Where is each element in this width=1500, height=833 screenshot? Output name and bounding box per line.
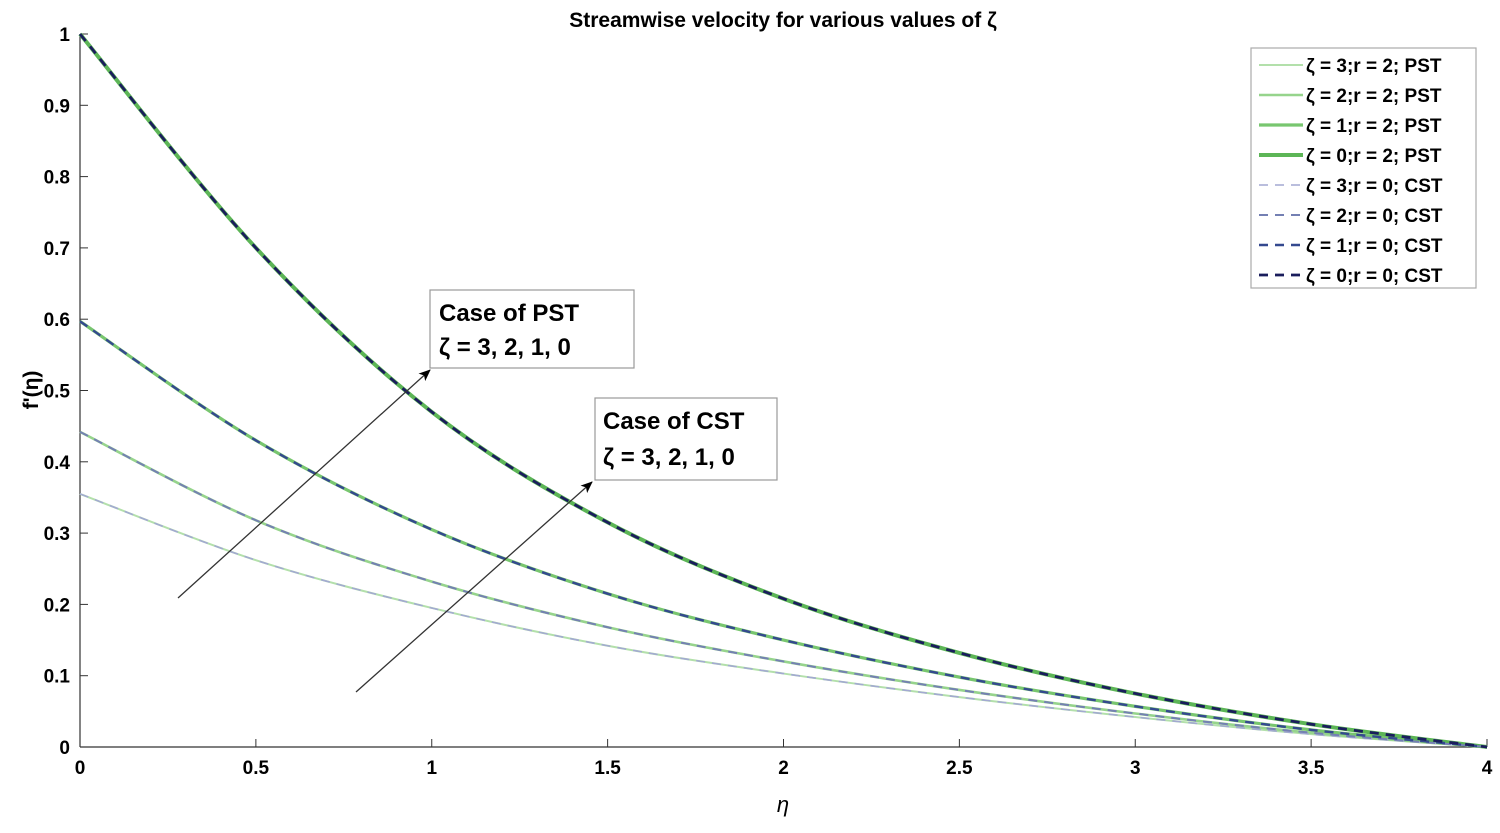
legend-label: ζ = 1;r = 2; PST [1306, 116, 1442, 137]
x-tick-label: 1 [426, 758, 437, 779]
cst-annotation-line1: Case of CST [603, 408, 745, 435]
y-tick-label: 0 [59, 738, 70, 759]
plot-lines [78, 32, 1488, 749]
legend-box [1250, 47, 1477, 289]
series-line-cst-3 [78, 33, 1488, 749]
cst-annotation-box [594, 397, 778, 481]
y-tick-label: 0.4 [44, 453, 71, 474]
series-line-cst-0 [79, 493, 1488, 748]
series-line-cst-1 [79, 430, 1488, 748]
legend-label: ζ = 3;r = 0; CST [1306, 176, 1443, 197]
y-tick-label: 0.1 [44, 667, 71, 688]
legend-label: ζ = 2;r = 2; PST [1306, 86, 1442, 107]
series-line-cst-2 [79, 320, 1488, 749]
y-tick-label: 0.6 [44, 310, 70, 331]
y-tick-label: 0.8 [44, 168, 70, 189]
x-tick-label: 1.5 [594, 758, 621, 779]
y-tick-label: 0.3 [44, 524, 70, 545]
cst-annotation-line2: ζ = 3, 2, 1, 0 [603, 444, 735, 471]
y-tick-label: 1 [59, 25, 70, 46]
axes: 0 0.5 1 1.5 2 2.5 3 3.5 4 0 0.1 0.2 0.3 0.4 0.5 0.6 0.7 0… [44, 25, 1493, 779]
legend-label: ζ = 2;r = 0; CST [1306, 206, 1443, 227]
pst-annotation-line1: Case of PST [439, 300, 579, 327]
x-tick-label: 0.5 [243, 758, 270, 779]
y-tick-label: 0.7 [44, 239, 70, 260]
y-tick-label: 0.5 [44, 382, 71, 403]
x-tick-label: 2.5 [946, 758, 973, 779]
pst-annotation-line2: ζ = 3, 2, 1, 0 [439, 334, 571, 361]
legend: ζ = 3;r = 2; PST ζ = 2;r = 2; PST ζ = 1;r … [1250, 47, 1477, 289]
x-tick-label: 3 [1130, 758, 1141, 779]
legend-label: ζ = 0;r = 2; PST [1306, 146, 1442, 167]
legend-label: ζ = 0;r = 0; CST [1306, 266, 1443, 287]
series-line-pst-1 [79, 430, 1488, 749]
legend-label: ζ = 3;r = 2; PST [1306, 56, 1442, 77]
y-tick-label: 0.9 [44, 96, 70, 117]
x-tick-label: 2 [778, 758, 789, 779]
y-tick-label: 0.2 [44, 595, 70, 616]
legend-label: ζ = 1;r = 0; CST [1306, 236, 1443, 257]
pst-arrow [177, 369, 431, 599]
x-tick-label: 3.5 [1298, 758, 1325, 779]
x-tick-label: 0 [75, 758, 86, 779]
annotations: Case of PST ζ = 3, 2, 1, 0 Case of CST ζ… [177, 289, 778, 693]
cst-arrow [355, 481, 593, 693]
series-line-pst-0 [79, 492, 1488, 748]
chart-title: Streamwise velocity for various values o… [569, 9, 997, 32]
x-axis-label: η [777, 792, 789, 817]
pst-annotation-box [429, 289, 635, 369]
x-tick-label: 4 [1482, 758, 1493, 779]
y-axis-label: f'(η) [20, 371, 43, 410]
